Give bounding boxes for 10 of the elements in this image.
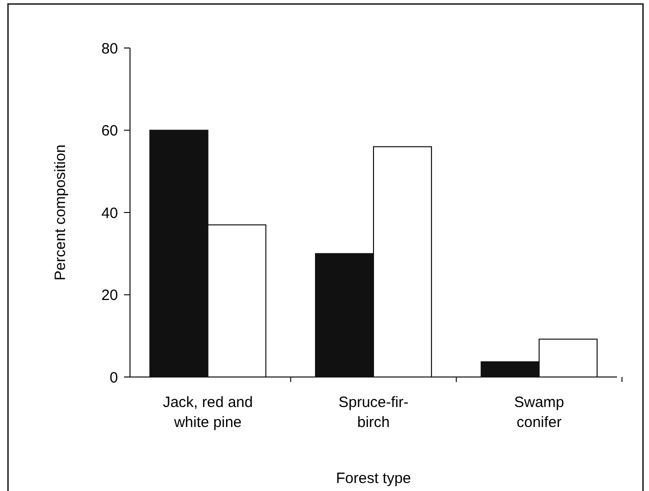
y-axis-title: Percent composition — [52, 144, 69, 280]
x-axis-title: Forest type — [336, 470, 412, 487]
y-tick-label: 80 — [101, 40, 118, 58]
x-tick-label: Jack, red and white pine — [162, 394, 253, 431]
x-tick-label: Spruce-fir- birch — [338, 394, 409, 431]
y-tick-label: 60 — [101, 122, 118, 140]
y-tick-label: 0 — [110, 369, 118, 386]
y-tick-label: 40 — [101, 204, 118, 222]
y-tick-label: 20 — [101, 287, 118, 304]
x-tick-label: Swamp conifer — [514, 394, 564, 431]
